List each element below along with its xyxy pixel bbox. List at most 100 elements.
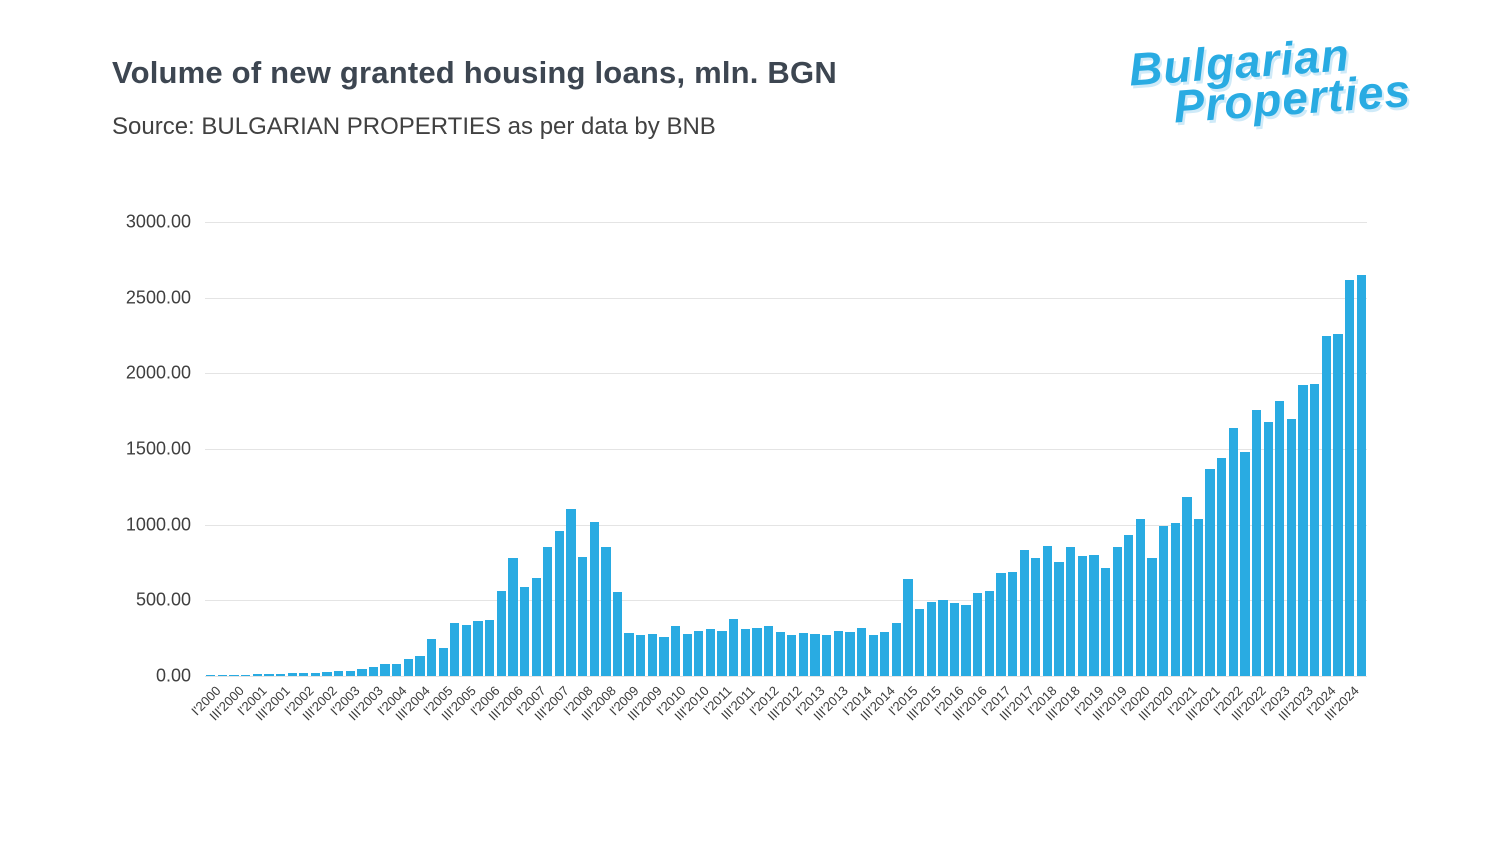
chart-bar [380,664,390,676]
gridline [205,449,1367,450]
chart-bar [1124,535,1134,676]
chart-bar [636,635,646,676]
chart-bar [1042,545,1053,676]
y-axis-tick-label: 0.00 [155,665,191,686]
chart-bar [868,635,878,676]
chart-bar [589,522,599,676]
chart-bar [601,547,611,676]
chart-bar [1263,421,1273,676]
chart-bar [206,675,216,676]
chart-bar [961,604,971,676]
y-axis-tick-label: 2500.00 [125,287,191,308]
chart-bar [926,601,936,676]
chart-source-subtitle: Source: BULGARIAN PROPERTIES as per data… [112,113,716,140]
chart-bar [1286,418,1297,676]
chart-bar [984,591,994,676]
y-axis-tick-label: 2000.00 [125,362,191,383]
chart-bar [322,672,332,676]
chart-bar [287,673,297,676]
chart-bar [310,672,321,676]
chart-bar [473,620,483,676]
chart-bar [973,592,983,676]
chart-bar [229,674,239,676]
chart-bar [450,623,460,676]
chart-bar [438,648,448,676]
chart-bar [822,635,832,676]
chart-bar [903,579,913,676]
chart-bar [264,674,274,676]
chart-bar [1159,526,1169,676]
chart-bar [1310,383,1320,676]
y-axis-tick-label: 1500.00 [125,438,191,459]
chart-bar [798,632,809,676]
chart-bar [1298,385,1308,676]
chart-bar [241,674,251,676]
chart-bar [717,630,727,676]
chart-bar [624,632,634,676]
gridline [205,297,1367,299]
chart-bar [1112,547,1122,676]
chart-bar [415,655,425,676]
chart-bar [543,546,553,676]
page-title: Volume of new granted housing loans, mln… [112,55,837,90]
chart-bar [1344,279,1355,676]
chart-bar [1007,571,1018,676]
gridline [205,373,1367,375]
chart-bar [496,591,506,676]
bar-chart-plot-area: 0.00 500.00 1000.00 1500.00 2000.00 2500.00 30… [126,212,1367,723]
chart-bar [682,633,692,676]
chart-bar [519,586,530,676]
chart-bar [787,635,797,676]
chart-bar [740,629,750,676]
chart-bar [1333,334,1343,676]
chart-bar [1147,557,1157,676]
bulgarian-properties-logo: Bulgarian Properties [1127,26,1432,132]
chart-bar [1100,567,1111,676]
chart-bar [914,608,925,676]
chart-bar [508,557,518,676]
chart-bar [275,673,286,676]
chart-bar [845,632,855,676]
chart-bar [729,618,739,676]
chart-bar [403,659,413,676]
chart-bar [763,626,774,676]
chart-bar [578,557,588,676]
chart-bar [752,628,762,676]
chart-bar [1251,409,1262,676]
chart-bar [1193,518,1204,676]
chart-bar [531,577,541,676]
chart-bar [938,600,948,676]
y-axis-tick-label: 3000.00 [125,211,191,232]
chart-bar [333,671,344,676]
chart-bar [694,630,704,676]
chart-bar [426,638,437,676]
y-axis-tick-label: 1000.00 [125,514,191,535]
chart-bar [996,573,1006,676]
gridline [205,600,1367,602]
chart-bar [1356,274,1366,676]
gridline [205,524,1367,526]
chart-bar [461,625,472,676]
chart-bar [705,629,716,676]
chart-bar [1217,458,1227,676]
chart-bar [252,674,262,676]
chart-bar [1275,400,1285,676]
chart-bar [1205,468,1215,676]
chart-bar [1077,556,1087,676]
chart-bar [891,623,902,676]
chart-bar [659,636,669,676]
chart-bar [299,673,309,676]
chart-bar [566,508,576,676]
chart-bar [485,620,495,676]
chart-bar [217,675,228,676]
chart-bar [1228,427,1238,676]
chart-bar [368,667,379,676]
gridline [205,676,1367,677]
chart-bar [1066,547,1076,676]
chart-bar [775,632,785,676]
chart-bar [880,632,890,676]
chart-bar [1031,557,1041,676]
chart-bar [357,669,367,676]
chart-bar [949,603,960,676]
chart-bar [554,530,565,676]
